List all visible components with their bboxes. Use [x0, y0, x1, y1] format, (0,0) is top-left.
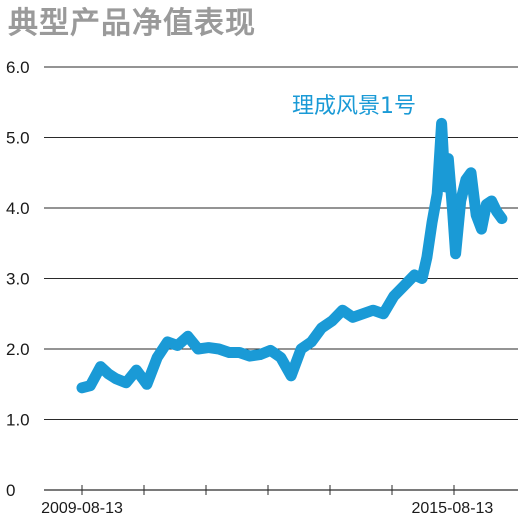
data-point — [348, 312, 358, 322]
data-point — [266, 345, 275, 355]
data-point — [121, 378, 131, 388]
data-point — [447, 203, 457, 213]
data-point — [443, 154, 453, 164]
data-point — [193, 344, 203, 354]
data-point — [427, 217, 437, 227]
data-point — [451, 249, 461, 259]
y-axis-ticks: 0 1.0 2.0 3.0 4.0 5.0 6.0 — [6, 58, 30, 500]
data-point — [173, 341, 182, 350]
data-point — [466, 168, 476, 178]
data-point — [410, 270, 419, 280]
data-point — [497, 214, 507, 224]
data-point — [471, 210, 481, 220]
data-point — [432, 189, 442, 199]
data-point — [96, 362, 106, 372]
data-point — [142, 379, 152, 389]
series-group — [76, 117, 508, 394]
data-point — [487, 196, 497, 206]
data-point — [152, 353, 162, 362]
data-point — [378, 309, 388, 319]
y-tick-label: 0 — [6, 481, 15, 500]
data-point — [417, 274, 427, 283]
data-point — [131, 365, 141, 375]
data-point — [461, 175, 471, 185]
data-point — [85, 381, 95, 391]
y-tick-label: 1.0 — [6, 411, 30, 430]
series-label: 理成风景1号 — [292, 94, 416, 119]
data-point — [338, 305, 347, 315]
series-line — [76, 117, 508, 394]
y-tick-label: 5.0 — [6, 129, 30, 148]
x-axis: 2009-08-13 2015-08-13 — [41, 485, 518, 517]
data-point — [327, 316, 337, 326]
data-point — [255, 350, 265, 360]
y-tick-label: 4.0 — [6, 199, 30, 218]
data-point — [456, 196, 466, 206]
data-point — [286, 371, 296, 381]
chart-title: 典型产品净值表现 — [8, 6, 256, 41]
data-point — [245, 351, 255, 361]
data-point — [477, 224, 486, 234]
y-tick-label: 6.0 — [6, 58, 30, 77]
data-point — [224, 348, 234, 357]
y-tick-label: 3.0 — [6, 270, 30, 289]
x-tick-label: 2009-08-13 — [41, 500, 123, 517]
data-point — [111, 374, 121, 384]
data-point — [214, 344, 224, 354]
data-point — [399, 281, 409, 291]
data-point — [183, 331, 193, 341]
data-point — [276, 353, 286, 362]
data-point — [440, 182, 450, 192]
data-point — [234, 348, 244, 357]
data-point — [77, 383, 87, 393]
data-point — [163, 337, 172, 347]
data-point — [358, 309, 368, 319]
data-point — [317, 323, 327, 333]
x-tick-label: 2015-08-13 — [411, 500, 493, 517]
gridlines — [44, 66, 518, 420]
data-point — [389, 291, 399, 301]
data-point — [296, 344, 306, 354]
data-point — [492, 207, 502, 216]
data-point — [368, 305, 378, 315]
data-point — [437, 118, 447, 128]
y-tick-label: 2.0 — [6, 340, 30, 359]
data-point — [103, 369, 113, 379]
data-point — [204, 343, 214, 353]
data-point — [422, 252, 432, 262]
data-point — [306, 337, 316, 347]
